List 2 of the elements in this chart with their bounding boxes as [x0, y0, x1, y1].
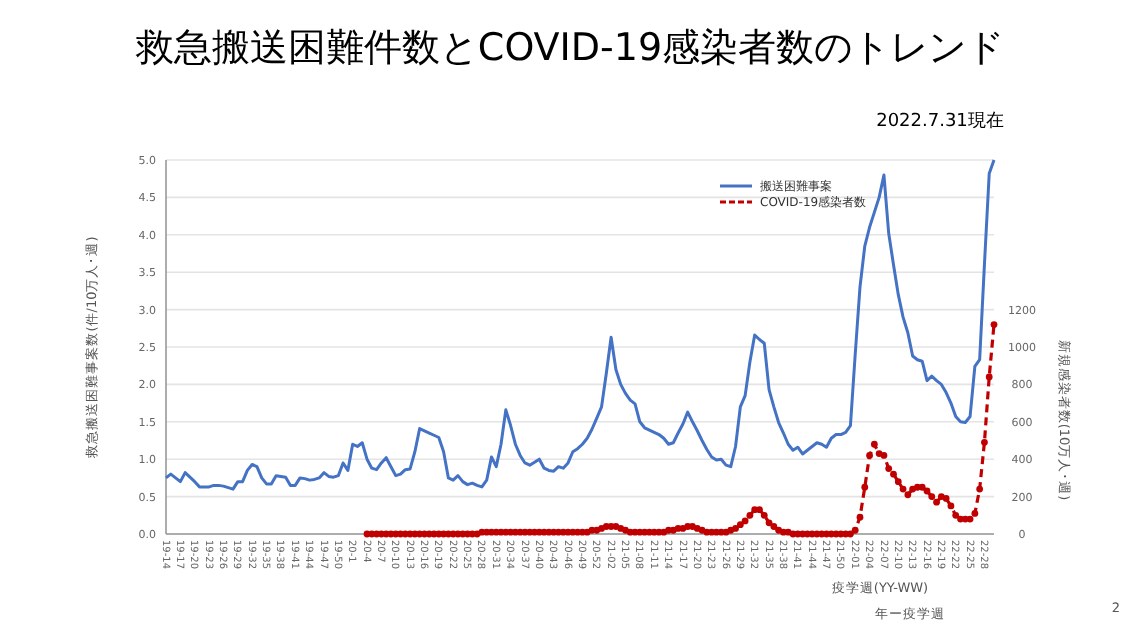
chart-title: 救急搬送困難件数とCOVID-19感染者数のトレンド — [133, 26, 1005, 70]
chart-subtitle: 2022.7.31現在 — [876, 110, 1004, 132]
